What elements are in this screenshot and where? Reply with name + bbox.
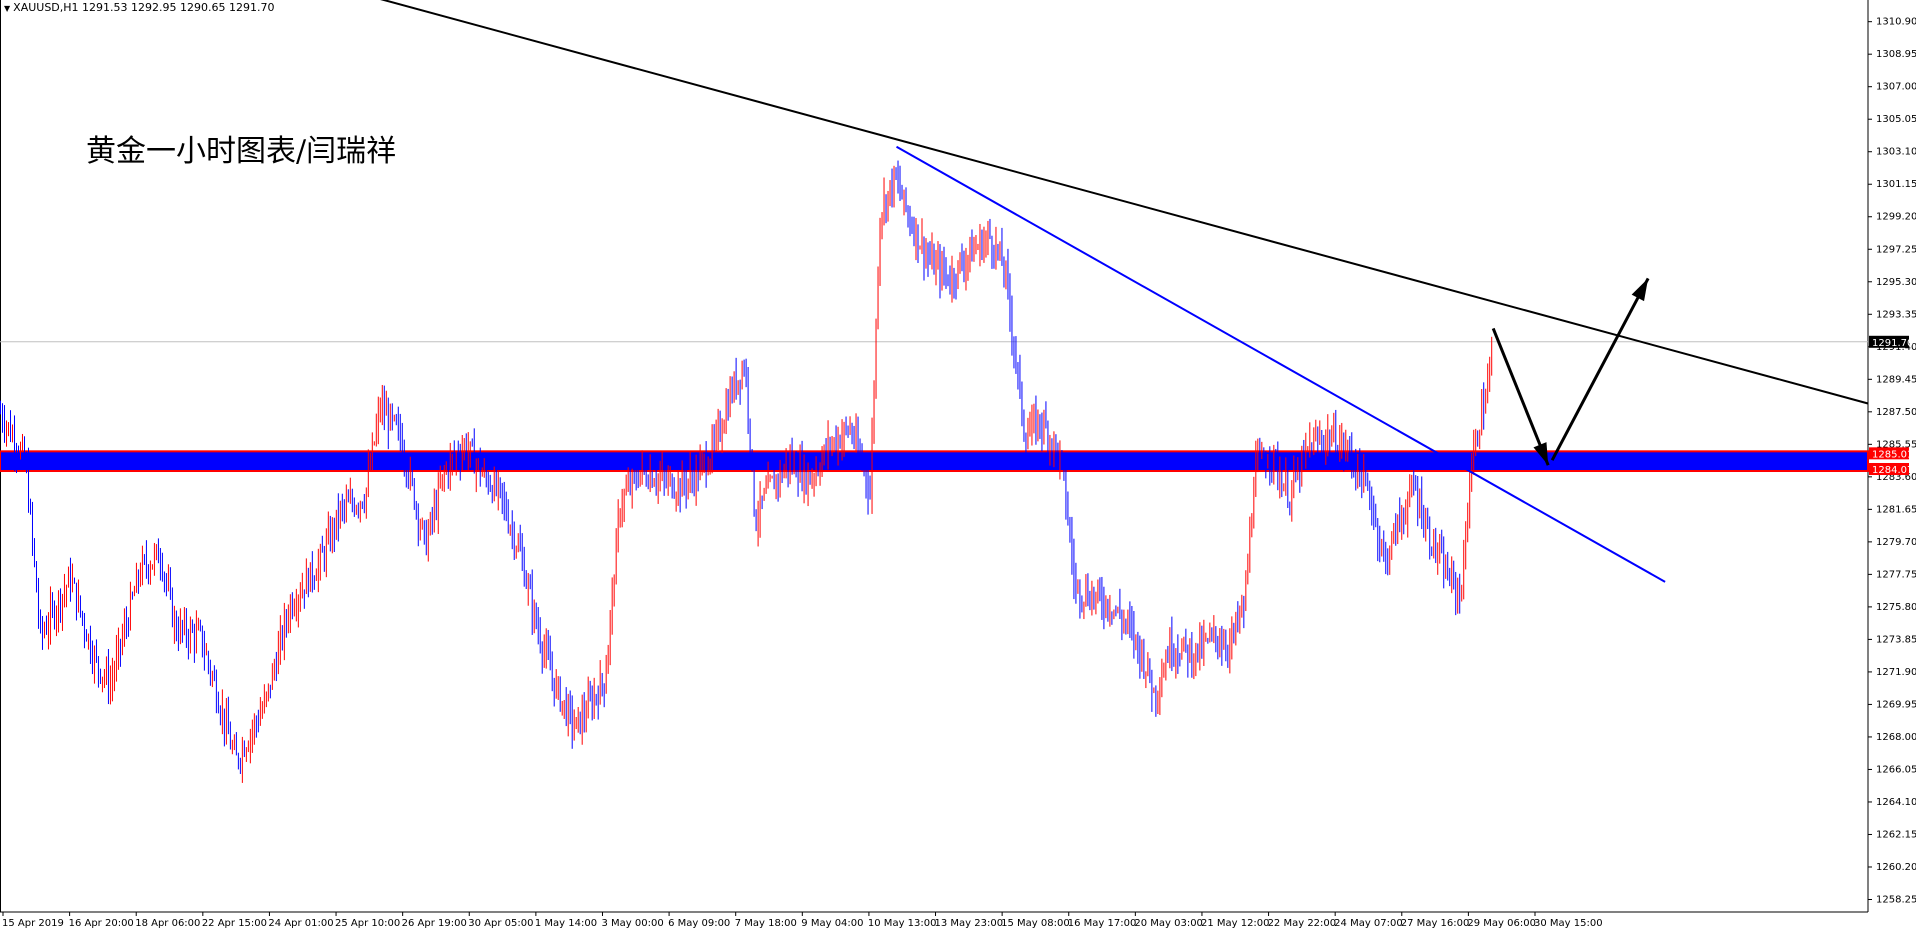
x-tick-label: 24 Apr 01:00 — [268, 918, 333, 929]
x-tick-label: 21 May 12:00 — [1201, 918, 1270, 929]
y-tick-label: 1271.90 — [1876, 667, 1916, 678]
y-tick-label: 1307.00 — [1876, 82, 1916, 93]
current-price-tag-bg — [1869, 335, 1909, 348]
x-tick-label: 26 Apr 19:00 — [402, 918, 467, 929]
x-tick-label: 1 May 14:00 — [535, 918, 597, 929]
trendline-black-resistance[interactable] — [335, 0, 1869, 405]
collapse-triangle-icon[interactable]: ▼ — [4, 4, 11, 13]
x-tick-label: 22 Apr 15:00 — [202, 918, 267, 929]
y-tick-label: 1310.90 — [1876, 17, 1916, 28]
y-tick-label: 1264.10 — [1876, 797, 1916, 808]
chart-header: ▼ XAUUSD,H1 1291.53 1292.95 1290.65 1291.… — [4, 1, 274, 14]
symbol-ohlc-line: XAUUSD,H1 1291.53 1292.95 1290.65 1291.7… — [13, 1, 275, 14]
x-tick-label: 20 May 03:00 — [1134, 918, 1203, 929]
y-tick-label: 1301.15 — [1876, 179, 1916, 190]
x-tick-label: 29 May 06:00 — [1467, 918, 1536, 929]
trendline-blue-descending[interactable] — [896, 145, 1666, 583]
y-tick-label: 1273.85 — [1876, 634, 1916, 645]
y-tick-label: 1268.00 — [1876, 732, 1916, 743]
y-tick-label: 1277.75 — [1876, 569, 1916, 580]
x-tick-label: 10 May 13:00 — [868, 918, 937, 929]
x-tick-label: 16 Apr 20:00 — [69, 918, 134, 929]
black-up-arrow-head — [1631, 278, 1649, 302]
y-tick-label: 1281.65 — [1876, 504, 1916, 515]
y-tick-label: 1283.60 — [1876, 472, 1916, 483]
x-tick-label: 3 May 00:00 — [601, 918, 663, 929]
y-tick-label: 1308.95 — [1876, 49, 1916, 60]
zone-bottom-tag: 1284.07 — [1872, 465, 1913, 476]
y-tick-label: 1285.55 — [1876, 439, 1916, 450]
y-tick-label: 1305.05 — [1876, 114, 1916, 125]
zone-bottom-tag-bg — [1869, 463, 1909, 476]
x-tick-label: 25 Apr 10:00 — [335, 918, 400, 929]
current-price-tag: 1291.70 — [1872, 338, 1913, 349]
y-tick-label: 1266.05 — [1876, 764, 1916, 775]
y-tick-label: 1299.20 — [1876, 212, 1916, 223]
y-tick-label: 1260.20 — [1876, 862, 1916, 873]
x-tick-label: 15 Apr 2019 — [2, 918, 64, 929]
y-tick-label: 1269.95 — [1876, 699, 1916, 710]
x-tick-label: 15 May 08:00 — [1001, 918, 1070, 929]
x-tick-label: 27 May 16:00 — [1401, 918, 1470, 929]
x-tick-label: 30 Apr 05:00 — [468, 918, 533, 929]
chart-annotation: 黄金一小时图表/闫瑞祥 — [86, 134, 397, 169]
y-tick-label: 1275.80 — [1876, 602, 1916, 613]
black-up-arrow[interactable] — [1550, 277, 1650, 461]
x-tick-label: 24 May 07:00 — [1334, 918, 1403, 929]
y-tick-label: 1289.45 — [1876, 374, 1916, 385]
y-tick-label: 1295.30 — [1876, 277, 1916, 288]
y-tick-label: 1258.25 — [1876, 894, 1916, 905]
x-tick-label: 6 May 09:00 — [668, 918, 730, 929]
zone-top-tag-bg — [1869, 447, 1909, 460]
y-tick-label: 1297.25 — [1876, 244, 1916, 255]
y-tick-label: 1303.10 — [1876, 147, 1916, 158]
y-tick-label: 1279.70 — [1876, 537, 1916, 548]
black-down-arrow[interactable] — [1491, 327, 1550, 466]
x-tick-label: 16 May 17:00 — [1068, 918, 1137, 929]
y-tick-label: 1262.15 — [1876, 829, 1916, 840]
y-tick-label: 1293.35 — [1876, 309, 1916, 320]
x-tick-label: 9 May 04:00 — [801, 918, 863, 929]
zone-top-tag: 1285.01 — [1872, 449, 1913, 460]
y-tick-label: 1287.50 — [1876, 407, 1916, 418]
support-zone — [0, 450, 1869, 473]
x-tick-label: 30 May 15:00 — [1534, 918, 1603, 929]
x-tick-label: 13 May 23:00 — [935, 918, 1004, 929]
x-tick-label: 7 May 18:00 — [735, 918, 797, 929]
x-tick-label: 18 Apr 06:00 — [135, 918, 200, 929]
x-tick-label: 22 May 22:00 — [1268, 918, 1337, 929]
black-down-arrow-head — [1533, 442, 1549, 466]
